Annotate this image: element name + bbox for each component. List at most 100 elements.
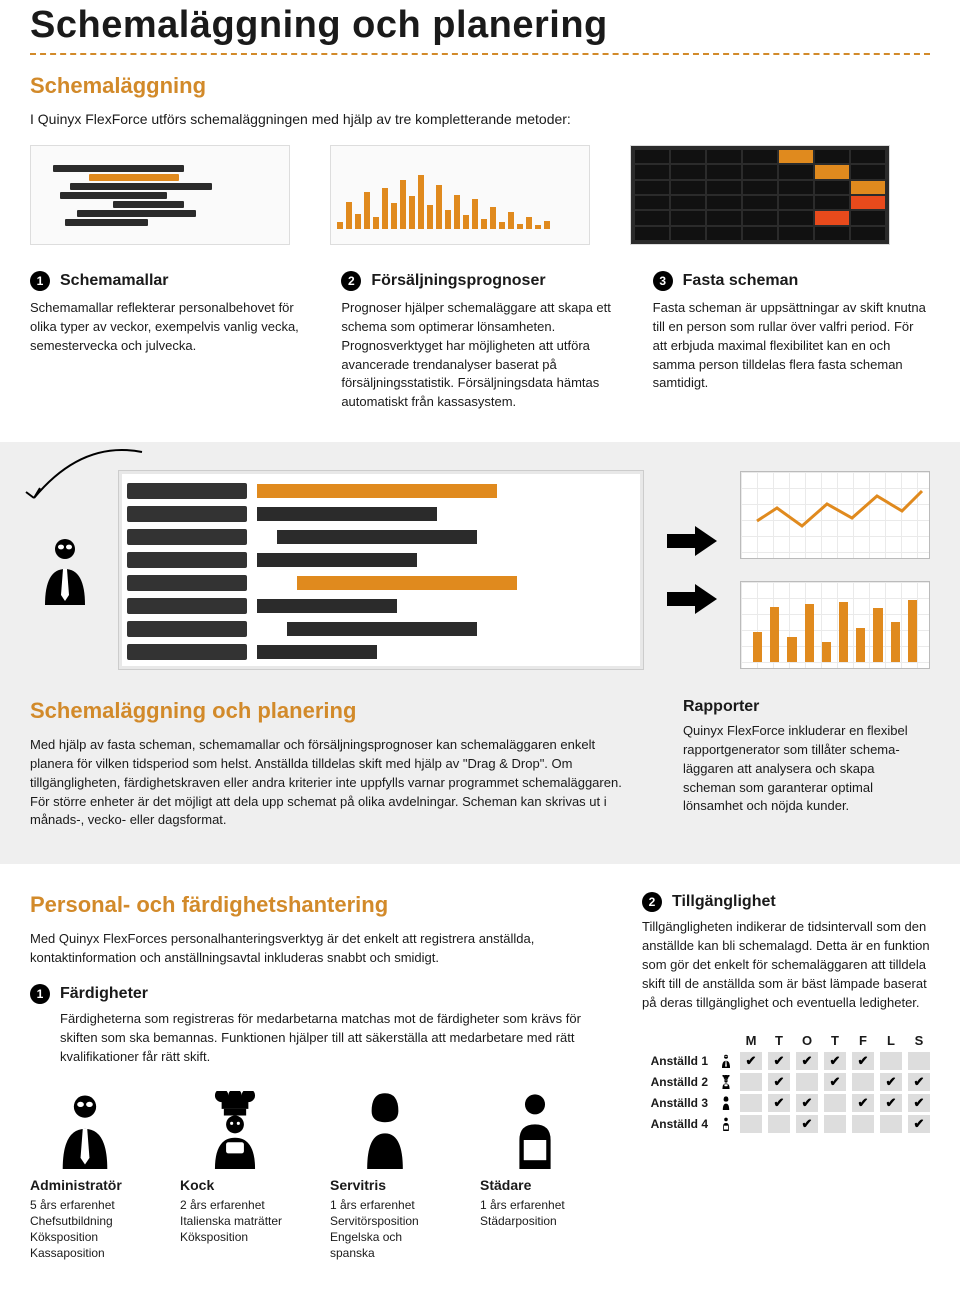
avail-cell: [824, 1094, 846, 1112]
three-columns: 1 Schemamallar Schemamallar reflekterar …: [30, 271, 930, 412]
day-head: M: [740, 1033, 762, 1048]
avail-cell: [908, 1115, 930, 1133]
avail-cell: [824, 1115, 846, 1133]
section2-subtitle: Schemaläggning och planering: [30, 698, 623, 724]
avail-cell: [768, 1115, 790, 1133]
avail-cell: [852, 1073, 874, 1091]
role-meta: 5 års erfarenhetChefsutbildningKöksposit…: [30, 1197, 140, 1262]
arrow-right-icon: [667, 526, 717, 556]
avail-cell: [740, 1094, 762, 1112]
role-admin: Administratör 5 års erfarenhetChefsutbil…: [30, 1091, 140, 1262]
avail-cell: [796, 1115, 818, 1133]
day-head: T: [768, 1033, 790, 1048]
avail-cell: [880, 1094, 902, 1112]
avail-cell: [908, 1052, 930, 1070]
waitress-icon: [718, 1095, 734, 1111]
col-number: 1: [30, 271, 50, 291]
sub2-number: 2: [642, 892, 662, 912]
day-head: F: [852, 1033, 874, 1048]
avail-cell: [908, 1094, 930, 1112]
mini-bar-chart: [740, 581, 930, 669]
avail-row: Anställd 1: [642, 1052, 930, 1070]
screenshot-schedule: [118, 470, 644, 670]
col-body: Schemamallar reflekterar personal­behove…: [30, 299, 307, 356]
cleaner-icon: [718, 1116, 734, 1132]
avail-cell: [768, 1094, 790, 1112]
thumb-gantt: [30, 145, 290, 245]
avail-cell: [908, 1073, 930, 1091]
sub2-body: Tillgängligheten indikerar de tids­inter…: [642, 918, 930, 1012]
sub1-number: 1: [30, 984, 50, 1004]
availability-table: MTOTFLS Anställd 1 Anställd 2 Anställd 3…: [642, 1033, 930, 1133]
role-cleaner: Städare 1 års erfarenhetStädarposition: [480, 1091, 590, 1262]
role-meta: 2 års erfarenhetItalienska maträtterKöks…: [180, 1197, 290, 1246]
avail-row: Anställd 4: [642, 1115, 930, 1133]
avail-cell: [796, 1073, 818, 1091]
admin-icon: [30, 1091, 140, 1169]
avail-cell: [880, 1115, 902, 1133]
sub1-title: Färdigheter: [60, 985, 148, 1003]
avail-cell: [824, 1052, 846, 1070]
day-head: L: [880, 1033, 902, 1048]
thumb-darkgrid: [630, 145, 890, 245]
role-name: Städare: [480, 1177, 590, 1193]
col-number: 3: [653, 271, 673, 291]
avail-cell: [740, 1073, 762, 1091]
avail-cell: [740, 1052, 762, 1070]
col-title: Schemamallar: [60, 272, 169, 290]
avail-cell: [796, 1094, 818, 1112]
role-meta: 1 års erfarenhetStädarposition: [480, 1197, 590, 1229]
mini-line-chart: [740, 471, 930, 559]
avail-cell: [768, 1052, 790, 1070]
section3-intro: Med Quinyx FlexForces personalhanterings…: [30, 930, 592, 968]
cleaner-icon: [480, 1091, 590, 1169]
sub2-title: Tillgänglighet: [672, 893, 776, 911]
flow-row: [30, 470, 930, 670]
avail-cell: [880, 1052, 902, 1070]
roles-row: Administratör 5 års erfarenhetChefsutbil…: [30, 1091, 592, 1262]
avail-cell: [852, 1094, 874, 1112]
reports-title: Rapporter: [683, 698, 930, 716]
col-body: Prognoser hjälper schemaläggare att ska­…: [341, 299, 618, 412]
avail-cell: [768, 1073, 790, 1091]
sub1-body: Färdigheterna som registreras för medarb…: [30, 1010, 592, 1067]
section2-body: Med hjälp av fasta scheman, schemamallar…: [30, 736, 623, 830]
cook-icon: [180, 1091, 290, 1169]
role-waitress: Servitris 1 års erfarenhetServitörsposit…: [330, 1091, 440, 1262]
avail-label: Anställd 1: [642, 1054, 712, 1068]
avail-cell: [852, 1052, 874, 1070]
col-title: Försäljningsprognoser: [371, 272, 545, 290]
section1-subtitle: Schemaläggning: [30, 73, 930, 99]
day-head: S: [908, 1033, 930, 1048]
avail-row: Anställd 3: [642, 1094, 930, 1112]
role-meta: 1 års erfarenhetServitörspositionEngelsk…: [330, 1197, 440, 1262]
avail-cell: [880, 1073, 902, 1091]
avail-row: Anställd 2: [642, 1073, 930, 1091]
col-number: 2: [341, 271, 361, 291]
avail-cell: [824, 1073, 846, 1091]
thumb-bars: [330, 145, 590, 245]
waitress-icon: [330, 1091, 440, 1169]
avail-cell: [852, 1115, 874, 1133]
section1-intro: I Quinyx FlexForce utförs schemaläggning…: [30, 111, 930, 127]
thumbs-row: [30, 145, 930, 245]
role-cook: Kock 2 års erfarenhetItalienska maträtte…: [180, 1091, 290, 1262]
cook-icon: [718, 1074, 734, 1090]
role-name: Servitris: [330, 1177, 440, 1193]
admin-icon: [718, 1053, 734, 1069]
avail-label: Anställd 4: [642, 1117, 712, 1131]
section3-title: Personal- och färdighetshantering: [30, 892, 592, 918]
role-name: Kock: [180, 1177, 290, 1193]
col-title: Fasta scheman: [683, 272, 799, 290]
divider-dashed: [30, 53, 930, 55]
avail-cell: [740, 1115, 762, 1133]
day-head: O: [796, 1033, 818, 1048]
day-head: T: [824, 1033, 846, 1048]
reports-body: Quinyx FlexForce inkluderar en flexibel …: [683, 722, 930, 816]
col-body: Fasta scheman är uppsättningar av skift …: [653, 299, 930, 393]
arrow-right-icon: [667, 584, 717, 614]
avail-label: Anställd 3: [642, 1096, 712, 1110]
avail-label: Anställd 2: [642, 1075, 712, 1089]
avail-cell: [796, 1052, 818, 1070]
role-name: Administratör: [30, 1177, 140, 1193]
